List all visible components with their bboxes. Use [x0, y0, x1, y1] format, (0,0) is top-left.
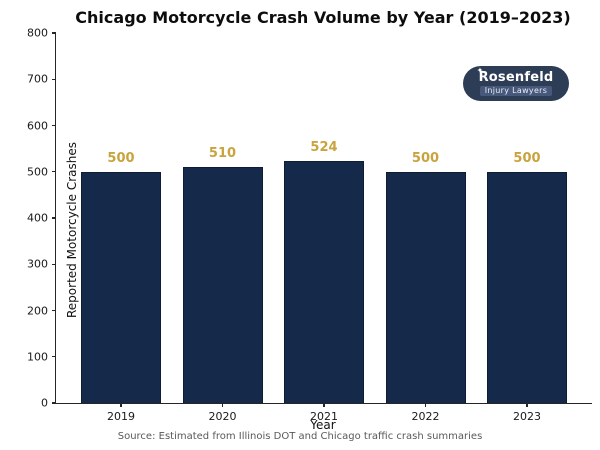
- y-tick-mark: [52, 263, 56, 265]
- y-tick-mark: [52, 356, 56, 358]
- bar-2019: [81, 171, 161, 403]
- y-tick-label: 600: [27, 119, 48, 132]
- y-tick-label: 500: [27, 165, 48, 179]
- brand-name: ✦ Rosenfeld: [477, 67, 554, 85]
- bar-2021: [284, 160, 364, 403]
- x-tick-mark: [424, 403, 427, 407]
- x-tick-mark: [120, 403, 122, 407]
- source-note: Source: Estimated from Illinois DOT and …: [117, 431, 483, 442]
- y-tick-mark: [52, 78, 56, 80]
- y-tick-label: 200: [27, 304, 48, 317]
- x-tick-mark: [323, 403, 325, 407]
- bar-value-label: 500: [411, 150, 440, 166]
- bar-value-label: 510: [208, 146, 237, 162]
- bar-2022: [385, 171, 466, 403]
- brand-tagline: Injury Lawyers: [479, 86, 553, 96]
- brand-badge: ✦ Rosenfeld Injury Lawyers: [463, 66, 569, 101]
- y-tick-label: 300: [27, 257, 48, 271]
- x-tick-label: 2021: [310, 410, 338, 423]
- y-tick-label: 700: [27, 72, 48, 86]
- y-tick-label: 800: [27, 26, 48, 40]
- plot-area: 0 100 200 300 400 500 600 700 800 500 510 524 500 50…: [27, 27, 592, 423]
- bar-value-label: 524: [310, 139, 338, 155]
- y-tick-label: 0: [41, 396, 48, 410]
- x-tick-mark: [221, 403, 224, 407]
- bar-value-label: 500: [107, 150, 135, 166]
- y-tick-label: 400: [27, 211, 48, 225]
- y-axis-title: Reported Motorcycle Crashes: [65, 142, 79, 318]
- x-tick-label: 2020: [208, 410, 237, 423]
- bar-value-label: 500: [513, 150, 541, 166]
- bar-2023: [487, 171, 567, 403]
- x-tick-label: 2023: [513, 410, 541, 423]
- y-tick-mark: [52, 124, 56, 127]
- y-tick-mark: [52, 32, 56, 34]
- y-tick-mark: [52, 171, 56, 173]
- chart-title: Chicago Motorcycle Crash Volume by Year …: [75, 8, 571, 27]
- x-tick-label: 2022: [411, 410, 440, 423]
- y-tick-mark: [52, 309, 56, 312]
- y-tick-mark: [52, 402, 56, 404]
- x-tick-label: 2019: [107, 410, 135, 423]
- star-icon: ✦: [476, 66, 484, 75]
- bar-2020: [182, 167, 263, 403]
- y-tick-label: 100: [27, 350, 48, 364]
- y-tick-mark: [52, 217, 56, 219]
- brand-name-text: Rosenfeld: [478, 70, 554, 85]
- x-tick-mark: [526, 403, 528, 407]
- x-axis-title: Year: [310, 418, 336, 432]
